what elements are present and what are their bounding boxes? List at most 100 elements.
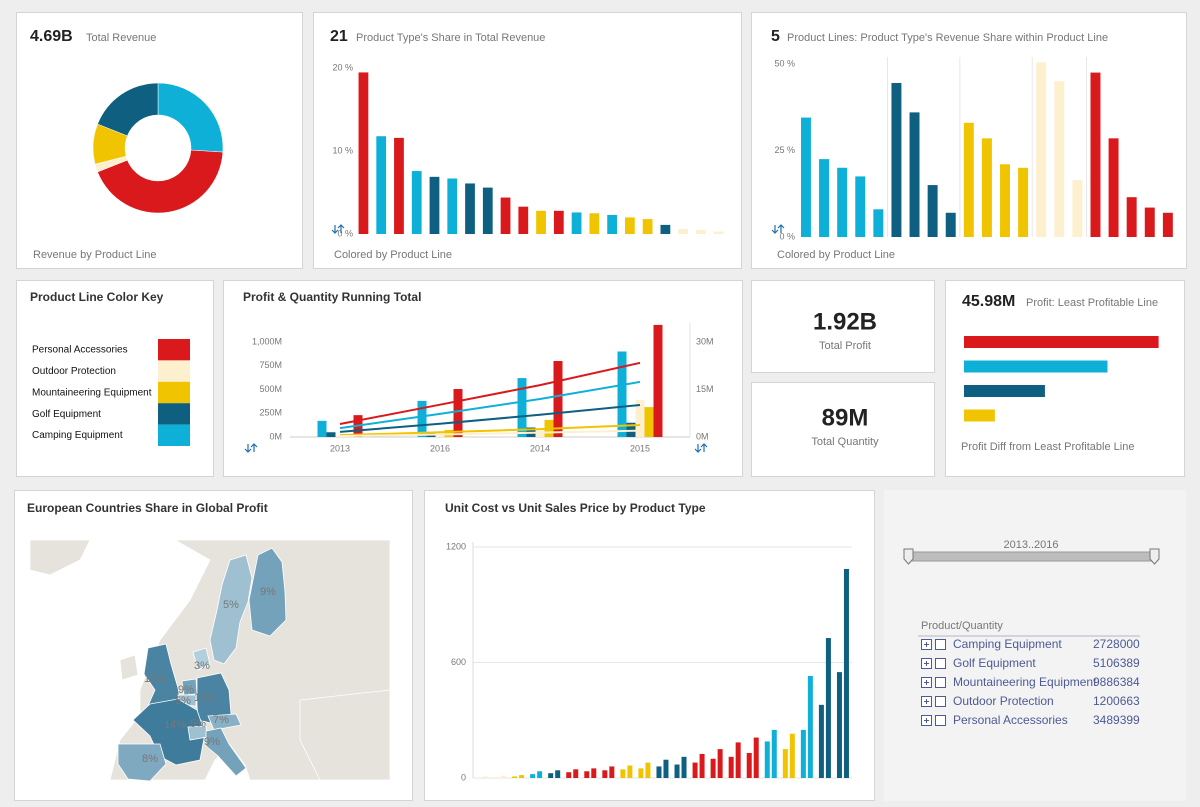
bar	[617, 351, 627, 437]
bar	[663, 759, 669, 778]
checkbox[interactable]	[935, 715, 946, 726]
value-label: 13%	[194, 692, 216, 704]
bar	[476, 777, 481, 778]
bar	[548, 773, 554, 778]
y-tick-label: 20 %	[332, 63, 353, 73]
tree-header: Product/Quantity	[921, 620, 1003, 632]
bar	[530, 774, 536, 778]
sort-icon[interactable]	[771, 224, 785, 234]
value-label: 7%	[213, 714, 229, 726]
bar	[429, 176, 440, 234]
bar	[764, 741, 770, 778]
kpi-label: Total Quantity	[811, 436, 879, 448]
bar	[964, 336, 1159, 348]
checkbox[interactable]	[935, 696, 946, 707]
bar	[728, 756, 734, 778]
key-swatch	[158, 360, 190, 382]
kpi-value: 4.69B	[30, 28, 73, 45]
bar	[620, 769, 626, 778]
panel-title: Product Type's Share in Total Revenue	[356, 32, 545, 44]
bar	[1126, 197, 1137, 237]
bar	[891, 82, 902, 237]
slider-track[interactable]	[907, 551, 1157, 562]
panel	[751, 382, 935, 477]
tree-value: 9886384	[1093, 675, 1140, 689]
bar	[536, 210, 546, 234]
bar	[674, 764, 680, 778]
country	[205, 727, 247, 777]
country	[207, 713, 242, 731]
donut-slice	[97, 149, 224, 214]
bar	[789, 733, 795, 778]
panel-title: Unit Cost vs Unit Sales Price by Product…	[445, 501, 706, 515]
bar	[483, 776, 488, 778]
checkbox[interactable]	[935, 639, 946, 650]
tree: 27280009 5106389 9886384 12006638 34893992	[921, 637, 1147, 727]
bar	[501, 775, 507, 778]
key-label: Personal Accessories	[32, 345, 128, 356]
sort-icon[interactable]	[331, 224, 345, 234]
panel	[424, 490, 875, 801]
bar	[627, 765, 633, 778]
key-swatch	[158, 403, 190, 425]
y-tick-label: 750M	[259, 360, 282, 370]
bar	[855, 176, 866, 237]
value-label: 9%	[204, 736, 220, 748]
bar	[482, 187, 493, 234]
value-label: 9%	[178, 684, 194, 696]
bar	[656, 766, 662, 778]
bar	[609, 766, 615, 778]
bar	[512, 776, 518, 778]
checkbox[interactable]	[935, 658, 946, 669]
x-tick-label: 2013	[330, 443, 350, 453]
bar	[964, 360, 1108, 373]
footnote: Profit Diff from Least Profitable Line	[961, 441, 1134, 453]
bar	[517, 378, 527, 437]
key-swatch	[158, 424, 190, 446]
country	[209, 554, 253, 665]
bar	[376, 136, 387, 234]
bar	[642, 219, 653, 234]
bar	[638, 768, 644, 778]
value-label: 9%	[260, 586, 276, 598]
land	[29, 539, 91, 576]
expand-glyph	[924, 661, 929, 666]
bar	[317, 420, 327, 437]
tree-label: Golf Equipment	[953, 656, 1036, 670]
bar	[837, 167, 848, 237]
value-label: 8%	[142, 753, 158, 765]
tree-value: 34893992	[1093, 713, 1147, 727]
y-tick-label: 15M	[696, 384, 714, 394]
bar	[518, 206, 529, 234]
donut-slice	[97, 82, 159, 137]
tree-value: 27280009	[1093, 637, 1147, 651]
slider-handle[interactable]	[903, 548, 914, 565]
panel	[223, 280, 743, 477]
sort-icon[interactable]	[694, 443, 708, 453]
bar	[358, 72, 369, 234]
bar	[584, 771, 590, 778]
checkbox[interactable]	[935, 677, 946, 688]
bar	[678, 229, 689, 234]
y-tick-label: 0M	[696, 431, 709, 441]
bar	[1036, 62, 1047, 237]
key-label: Mountaineering Equipment	[32, 387, 152, 398]
bar	[571, 212, 582, 234]
line	[339, 424, 641, 437]
y-tick-label: 30M	[696, 336, 714, 346]
key-label: Outdoor Protection	[32, 366, 116, 377]
panel	[16, 12, 303, 269]
bar	[800, 117, 811, 237]
value-label: 13%	[144, 673, 166, 685]
bar	[782, 749, 788, 778]
sort-icon[interactable]	[244, 443, 258, 453]
kpi-value: 5	[771, 28, 780, 45]
bar	[602, 770, 608, 778]
slider-handle[interactable]	[1149, 548, 1160, 565]
bar	[660, 224, 671, 234]
bar	[713, 231, 724, 234]
bar	[964, 409, 995, 422]
panel-title: Profit: Least Profitable Line	[1026, 297, 1158, 309]
bar	[836, 672, 842, 778]
